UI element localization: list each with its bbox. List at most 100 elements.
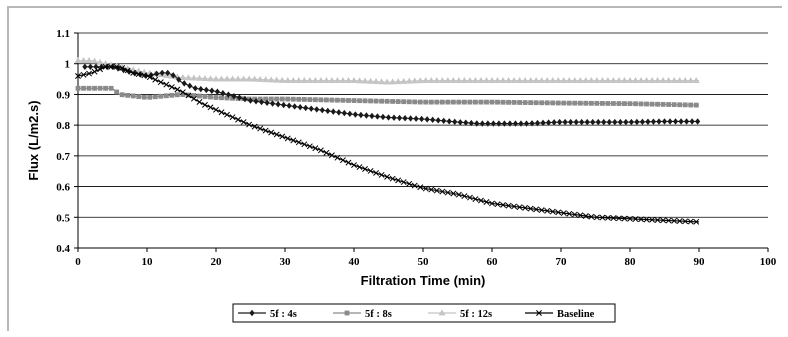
series-3-point-61 bbox=[411, 182, 418, 189]
series-2-point-70 bbox=[461, 77, 468, 84]
series-1-point-7 bbox=[114, 89, 120, 95]
series-1-point-96 bbox=[605, 101, 611, 106]
series-3-point-7 bbox=[113, 63, 120, 70]
series-3-point-9 bbox=[124, 67, 131, 74]
x-tick-label-0: 0 bbox=[75, 256, 81, 268]
series-3-point-85 bbox=[544, 207, 551, 214]
series-3-point-60 bbox=[406, 180, 413, 187]
series-3-point-59 bbox=[400, 179, 407, 186]
series-2-point-49 bbox=[345, 77, 352, 84]
series-3-point-81 bbox=[522, 204, 529, 211]
series-3-point-22 bbox=[196, 99, 203, 105]
series-3-point-77 bbox=[500, 201, 506, 208]
series-0-point-36 bbox=[281, 101, 287, 109]
series-1-point-39 bbox=[290, 96, 296, 102]
series-0-point-14 bbox=[159, 69, 165, 77]
series-3-point-51 bbox=[356, 164, 363, 170]
series-1-point-6 bbox=[108, 85, 114, 91]
series-3-point-112 bbox=[693, 218, 700, 225]
legend-swatch-marker-2 bbox=[438, 309, 446, 316]
series-1-point-73 bbox=[478, 99, 484, 105]
series-2-point-55 bbox=[378, 78, 385, 85]
series-2-point-91 bbox=[576, 77, 584, 84]
series-2-point-39 bbox=[289, 77, 297, 84]
series-0-point-86 bbox=[557, 118, 563, 126]
series-1-point-90 bbox=[572, 100, 578, 106]
series-3-point-57 bbox=[389, 175, 396, 182]
series-3-point-20 bbox=[185, 92, 192, 99]
series-1-point-3 bbox=[92, 85, 97, 91]
series-0-point-33 bbox=[264, 99, 270, 106]
series-0-point-46 bbox=[336, 109, 342, 116]
series-2-point-73 bbox=[477, 77, 485, 84]
series-3-point-58 bbox=[395, 177, 402, 184]
series-1-point-13 bbox=[147, 94, 153, 100]
series-3-point-32 bbox=[251, 123, 258, 130]
series-0-point-75 bbox=[496, 120, 502, 127]
series-2-point-101 bbox=[632, 77, 639, 84]
series-2-point-35 bbox=[267, 76, 275, 83]
series-1-point-60 bbox=[406, 99, 412, 105]
series-1-point-52 bbox=[362, 98, 368, 104]
series-3-point-104 bbox=[649, 216, 656, 223]
series-3-point-66 bbox=[439, 188, 446, 195]
series-0-point-70 bbox=[468, 119, 474, 127]
series-1-point-35 bbox=[268, 96, 274, 102]
series-2-point-59 bbox=[400, 77, 408, 84]
series-1-point-81 bbox=[522, 100, 528, 105]
series-3-point-18 bbox=[174, 86, 181, 93]
series-2-point-33 bbox=[256, 75, 264, 82]
series-1-point-24 bbox=[208, 94, 213, 100]
series-3-point-35 bbox=[268, 129, 275, 136]
series-2-point-1 bbox=[80, 57, 87, 64]
series-3-point-111 bbox=[687, 218, 694, 225]
series-0-point-101 bbox=[639, 118, 646, 126]
series-1-point-0 bbox=[75, 85, 81, 91]
series-2-point-61 bbox=[411, 77, 419, 84]
series-3-point-29 bbox=[235, 116, 242, 123]
series-3-point-75 bbox=[489, 200, 495, 207]
series-1-point-84 bbox=[539, 100, 545, 106]
series-2-point-65 bbox=[433, 77, 441, 84]
legend-item-3: Baseline bbox=[525, 309, 595, 320]
series-2-point-97 bbox=[610, 77, 617, 84]
series-1-point-14 bbox=[152, 94, 158, 100]
legend-label-0: 5f : 4s bbox=[270, 309, 297, 320]
series-3-point-78 bbox=[505, 202, 512, 209]
series-0-point-95 bbox=[606, 118, 612, 126]
series-3-point-30 bbox=[240, 119, 247, 126]
series-3-point-96 bbox=[604, 214, 611, 221]
series-0-point-20 bbox=[192, 85, 198, 92]
series-2-point-107 bbox=[665, 77, 673, 84]
legend-box bbox=[232, 303, 616, 323]
series-2-point-48 bbox=[339, 77, 347, 84]
series-2-point-58 bbox=[394, 78, 402, 85]
series-2-point-23 bbox=[201, 74, 209, 81]
series-2-point-106 bbox=[659, 77, 667, 84]
series-1-point-62 bbox=[417, 99, 423, 105]
series-2-point-74 bbox=[483, 77, 490, 84]
series-0-point-18 bbox=[181, 80, 187, 87]
series-1-point-80 bbox=[517, 100, 522, 105]
series-1-point-49 bbox=[346, 98, 351, 103]
series-3-point-4 bbox=[97, 66, 104, 73]
legend-swatch-marker-1 bbox=[344, 310, 350, 316]
series-1-point-103 bbox=[644, 101, 649, 107]
series-1-point-25 bbox=[213, 95, 219, 100]
series-1-point-34 bbox=[263, 96, 269, 102]
series-2-point-111 bbox=[687, 77, 695, 84]
series-1-point-77 bbox=[500, 99, 506, 105]
series-3-point-41 bbox=[301, 141, 308, 148]
series-3-point-25 bbox=[213, 106, 219, 113]
series-2-point-81 bbox=[521, 77, 529, 84]
series-1-point-9 bbox=[125, 92, 131, 98]
legend-label-3: Baseline bbox=[557, 309, 595, 320]
series-3-point-83 bbox=[533, 206, 540, 213]
series-3-point-102 bbox=[638, 216, 644, 223]
series-3-point-93 bbox=[588, 213, 595, 220]
series-1-point-53 bbox=[368, 98, 373, 104]
series-3-point-109 bbox=[676, 218, 683, 224]
series-line-3 bbox=[77, 66, 700, 223]
series-1-point-17 bbox=[169, 92, 175, 98]
series-3-point-43 bbox=[312, 145, 319, 152]
